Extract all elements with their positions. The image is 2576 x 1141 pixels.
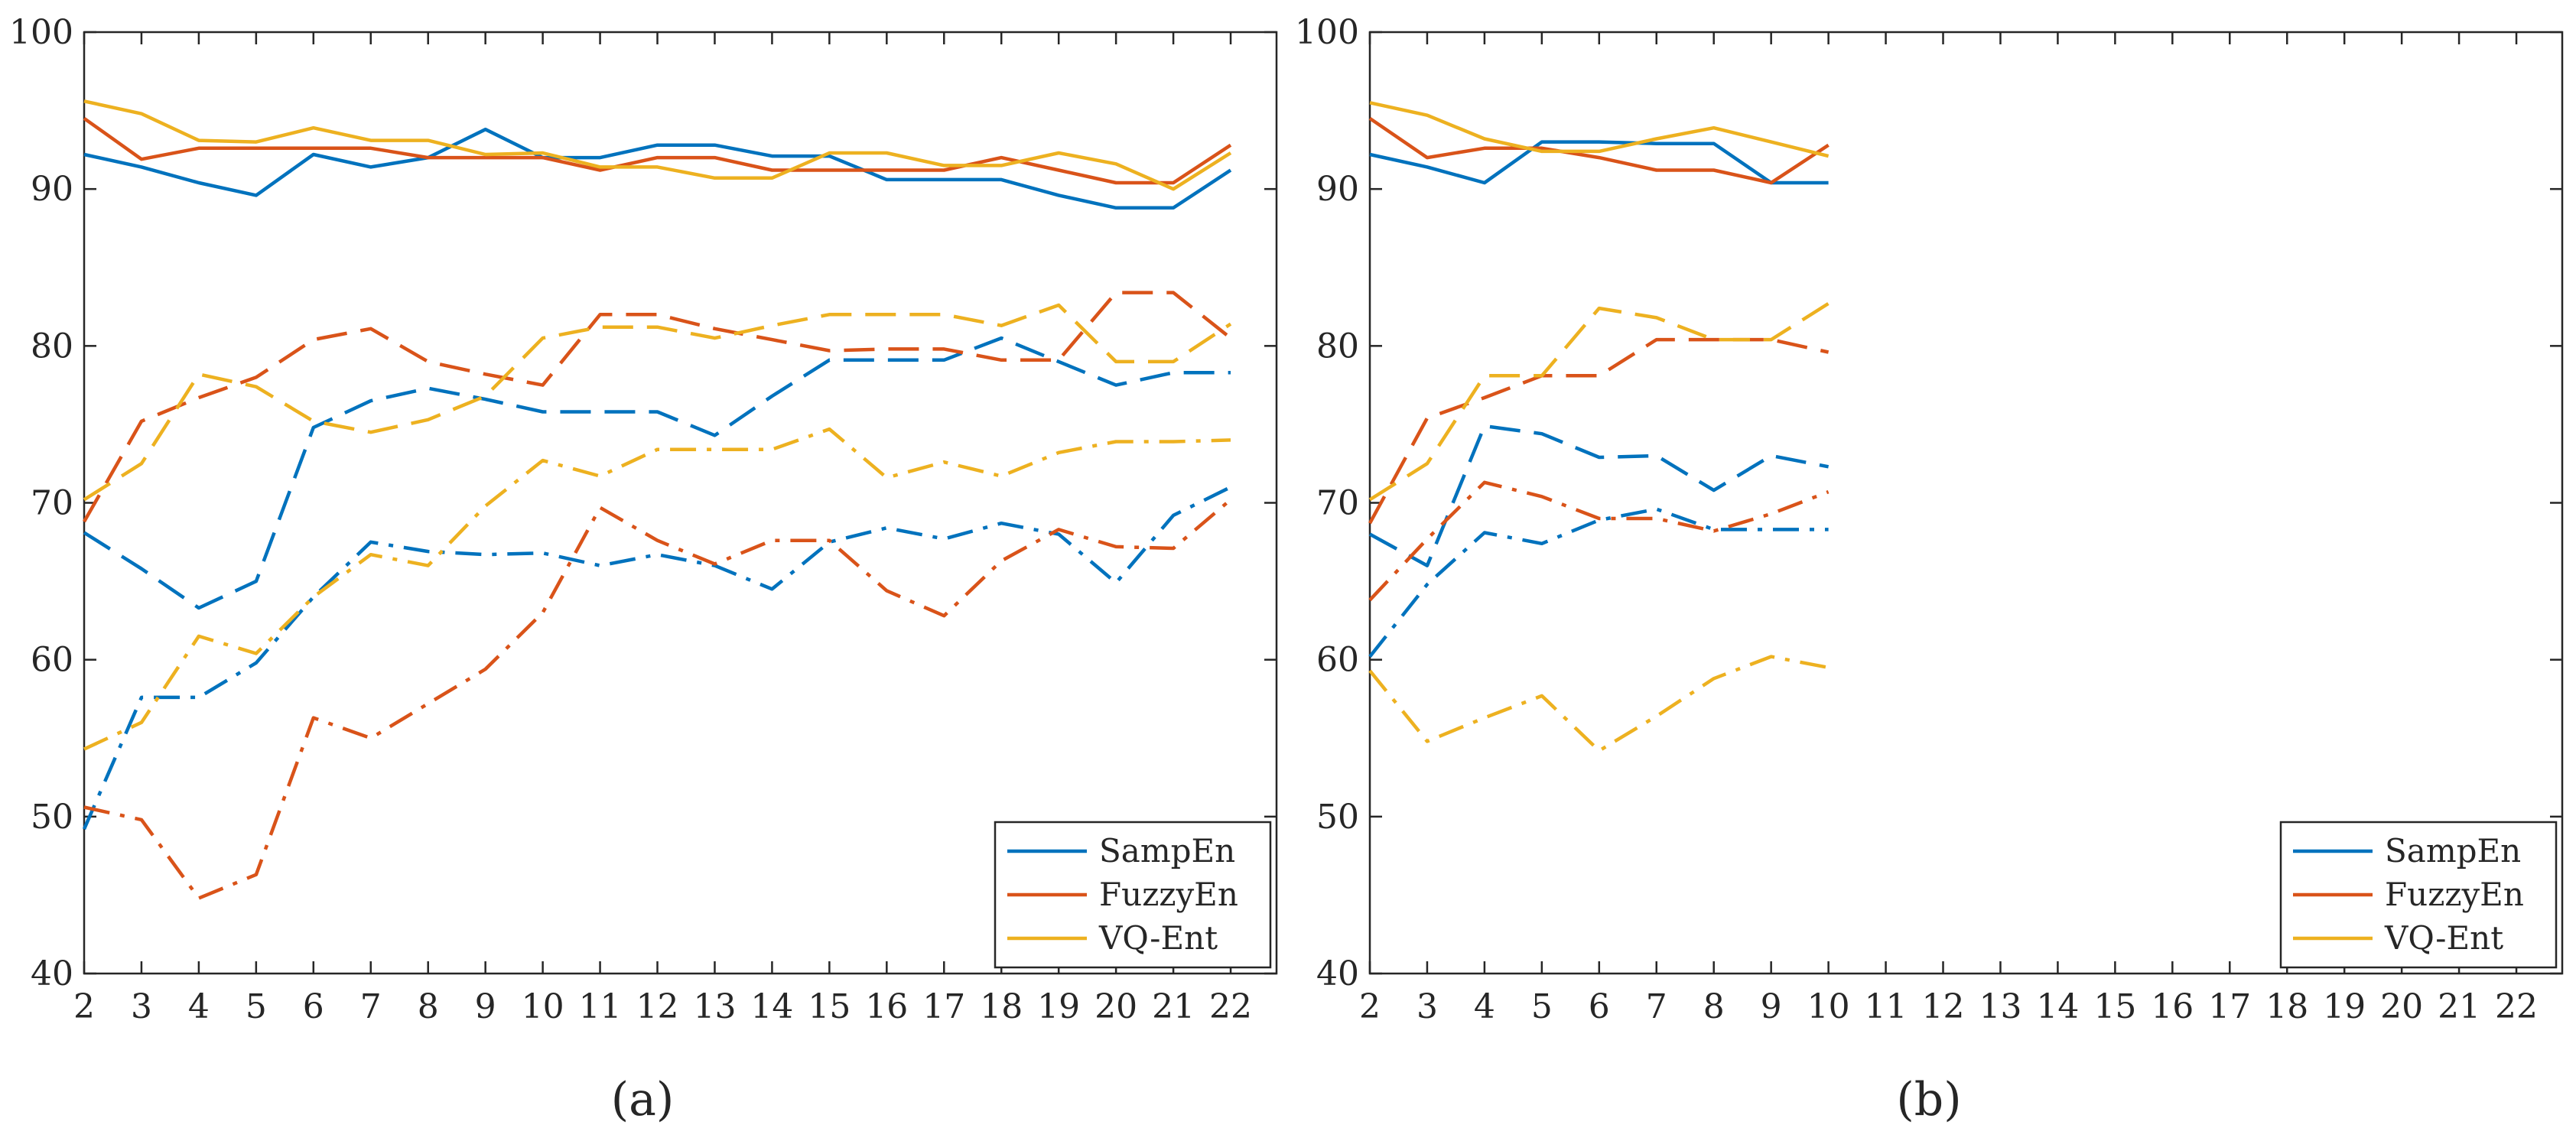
legend-label: VQ-Ent [1098,919,1218,957]
x-tick-label: 6 [1589,987,1610,1026]
y-tick-label: 80 [1316,327,1359,366]
y-tick-label: 60 [1316,641,1359,680]
x-tick-label: 19 [1037,987,1080,1026]
panel-caption: (b) [1896,1073,1961,1126]
x-tick-label: 2 [73,987,95,1026]
series-line-fuzzyen-dashdot [1368,480,1830,602]
legend-label: FuzzyEn [2385,876,2524,913]
x-tick-label: 17 [2208,987,2251,1026]
series-line-sampen-dashdot [1368,507,1829,658]
x-tick-label: 19 [2323,987,2366,1026]
x-tick-label: 18 [2265,987,2308,1026]
x-tick-label: 6 [303,987,324,1026]
x-tick-label: 9 [475,987,496,1026]
series-line-vq-ent-dashdot [83,427,1231,751]
chart-panel-b: 2 3 4 5 6 7 8 9 10 11 12 13 14 15 16 17 18 19 20 21 22 40 50 60… [1295,13,2564,1126]
x-tick-label: 7 [1646,987,1667,1026]
x-tick-label: 21 [1152,987,1195,1026]
x-tick-label: 16 [2151,987,2194,1026]
x-tick-label: 14 [2036,987,2079,1026]
x-tick-label: 5 [1531,987,1553,1026]
x-tick-label: 12 [1922,987,1965,1026]
y-tick-label: 60 [31,641,73,680]
series-line-vq-ent-dashed [1368,301,1830,502]
x-tick-label: 8 [418,987,439,1026]
legend-label: SampEn [2385,832,2521,870]
series-line-fuzzyen-dashed [83,291,1232,523]
y-tick-label: 80 [31,327,73,366]
x-tick-label: 14 [750,987,793,1026]
x-tick-label: 22 [2495,987,2538,1026]
x-tick-label: 20 [1094,987,1137,1026]
x-tick-label: 10 [522,987,564,1026]
x-tick-label: 22 [1209,987,1252,1026]
x-tick-label: 2 [1359,987,1381,1026]
series-line-sampen-solid [1369,140,1829,185]
panel-caption: (a) [611,1073,675,1126]
x-tick-label: 13 [693,987,736,1026]
x-tick-label: 4 [1474,987,1495,1026]
legend-label: FuzzyEn [1099,876,1238,913]
y-tick-label: 70 [31,484,73,523]
x-tick-label: 21 [2438,987,2480,1026]
x-tick-label: 20 [2380,987,2423,1026]
series-line-vq-ent-dashed [83,303,1232,502]
x-tick-label: 9 [1761,987,1782,1026]
series-line-vq-ent-solid [83,99,1232,191]
x-tick-label: 13 [1979,987,2021,1026]
x-tick-label: 11 [1865,987,1908,1026]
y-tick-label: 70 [1316,484,1359,523]
y-tick-label: 100 [9,13,73,52]
chart-panel-a: 2 3 4 5 6 7 8 9 10 11 12 13 14 15 16 17 18 19 20 21 22 40 50 60… [9,13,1278,1126]
legend-label: SampEn [1099,832,1235,870]
x-tick-label: 3 [131,987,152,1026]
x-tick-label: 3 [1416,987,1438,1026]
series-line-fuzzyen-solid [1368,116,1830,185]
series-line-fuzzyen-dashdot [83,498,1232,900]
x-tick-label: 10 [1807,987,1850,1026]
series-line-sampen-dashed [83,336,1231,610]
x-tick-label: 17 [922,987,965,1026]
x-tick-label: 4 [188,987,210,1026]
y-tick-label: 40 [31,954,73,993]
series-line-sampen-dashdot [82,485,1231,831]
series-line-sampen-solid [83,127,1232,210]
x-tick-label: 7 [360,987,382,1026]
x-tick-label: 12 [636,987,679,1026]
y-tick-label: 90 [1316,170,1359,209]
x-tick-label: 5 [246,987,267,1026]
y-tick-label: 50 [31,798,73,837]
series-line-vq-ent-solid [1369,101,1830,158]
x-tick-label: 8 [1703,987,1725,1026]
x-tick-label: 16 [865,987,908,1026]
y-tick-label: 100 [1295,13,1359,52]
series-line-fuzzyen-solid [83,116,1232,185]
series-line-fuzzyen-dashed [1368,337,1830,525]
x-tick-label: 18 [980,987,1023,1026]
x-tick-label: 15 [2093,987,2136,1026]
y-tick-label: 50 [1316,798,1359,837]
x-tick-label: 15 [808,987,851,1026]
y-tick-label: 40 [1316,954,1359,993]
x-tick-label: 11 [579,987,622,1026]
y-tick-label: 90 [31,170,73,209]
series-line-vq-ent-dashdot [1368,655,1830,753]
legend-label: VQ-Ent [2384,919,2503,957]
